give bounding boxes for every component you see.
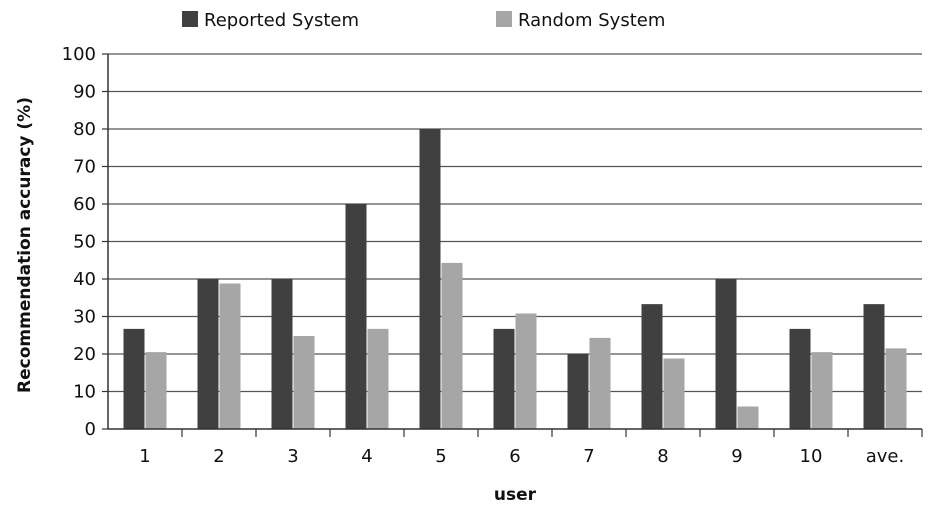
x-tick-label-6: 6 bbox=[509, 446, 520, 467]
y-tick-label-70: 70 bbox=[73, 157, 96, 178]
bar-random-system-10 bbox=[811, 352, 833, 429]
bar-random-system-9 bbox=[737, 406, 759, 429]
bar-random-system-6 bbox=[515, 313, 537, 429]
x-axis-title: user bbox=[494, 485, 537, 505]
bar-random-system-1 bbox=[145, 352, 167, 429]
bar-reported-system-10 bbox=[789, 328, 811, 429]
legend: Reported System Random System bbox=[182, 10, 665, 31]
bar-reported-system-5 bbox=[419, 129, 441, 429]
legend-swatch-random-system bbox=[496, 11, 512, 27]
x-tick-label-10: 10 bbox=[800, 446, 823, 467]
bar-random-system-4 bbox=[367, 328, 389, 429]
x-tick-label-1: 1 bbox=[139, 446, 150, 467]
legend-label-reported-system: Reported System bbox=[204, 10, 359, 31]
bar-reported-system-1 bbox=[123, 328, 145, 429]
bar-random-system-2 bbox=[219, 283, 241, 429]
bar-random-system-5 bbox=[441, 262, 463, 429]
bar-random-system-8 bbox=[663, 358, 685, 429]
y-axis-title: Recommendation accuracy (%) bbox=[15, 97, 35, 393]
y-tick-label-30: 30 bbox=[73, 307, 96, 328]
y-tick-label-90: 90 bbox=[73, 82, 96, 103]
y-tick-label-60: 60 bbox=[73, 194, 96, 215]
x-tick-label-5: 5 bbox=[435, 446, 446, 467]
x-tick-label-2: 2 bbox=[213, 446, 224, 467]
y-tick-label-50: 50 bbox=[73, 232, 96, 253]
y-tick-label-100: 100 bbox=[62, 44, 96, 65]
gridlines bbox=[108, 53, 922, 393]
legend-label-random-system: Random System bbox=[518, 10, 665, 31]
bar-reported-system-3 bbox=[271, 279, 293, 429]
bar-reported-system-8 bbox=[641, 304, 663, 429]
bar-reported-system-ave bbox=[863, 304, 885, 429]
x-tick-label-4: 4 bbox=[361, 446, 372, 467]
y-tick-label-80: 80 bbox=[73, 119, 96, 140]
bar-reported-system-6 bbox=[493, 328, 515, 429]
bar-reported-system-9 bbox=[715, 279, 737, 429]
y-tick-label-10: 10 bbox=[73, 382, 96, 403]
x-tick-label-7: 7 bbox=[583, 446, 594, 467]
y-tick-label-20: 20 bbox=[73, 344, 96, 365]
axes bbox=[102, 53, 923, 437]
legend-swatch-reported-system bbox=[182, 11, 198, 27]
x-tick-label-9: 9 bbox=[731, 446, 742, 467]
y-tick-label-40: 40 bbox=[73, 269, 96, 290]
y-tick-label-0: 0 bbox=[85, 419, 96, 440]
bar-random-system-ave bbox=[885, 348, 907, 429]
tick-labels: 0 10 20 30 40 50 60 70 80 90 100 1 2 3 4 5 6 7 8 9 10 ave. bbox=[62, 44, 905, 467]
bar-reported-system-2 bbox=[197, 279, 219, 429]
x-tick-label-3: 3 bbox=[287, 446, 298, 467]
bar-reported-system-7 bbox=[567, 354, 589, 429]
bar-random-system-7 bbox=[589, 337, 611, 429]
x-tick-label-8: 8 bbox=[657, 446, 668, 467]
bars bbox=[123, 129, 907, 429]
bar-random-system-3 bbox=[293, 336, 315, 429]
bar-reported-system-4 bbox=[345, 204, 367, 429]
x-tick-label-ave: ave. bbox=[866, 446, 904, 467]
